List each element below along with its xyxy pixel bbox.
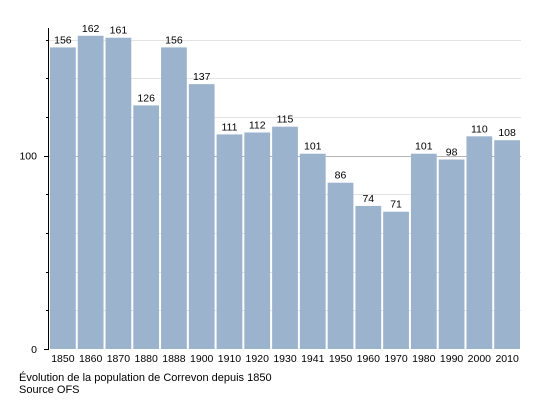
value-label-2010: 108 xyxy=(498,127,516,139)
x-tick-label-1900: 1900 xyxy=(190,353,214,365)
axes-layer: 1850 1860 1870 1880 1888 1900 1910 1920 1930 1941… xyxy=(19,28,519,365)
value-labels-layer: 156 162 161 126 156 137 111 112 115 101 86 74 71 101 9… xyxy=(54,23,516,211)
bar-2010 xyxy=(494,140,520,349)
x-tick-label-1970: 1970 xyxy=(384,353,408,365)
x-tick-label-1960: 1960 xyxy=(357,353,381,365)
bar-1930 xyxy=(272,126,298,349)
y-tick-label-100: 100 xyxy=(19,151,37,163)
bar-1860 xyxy=(77,35,104,350)
value-label-1900: 137 xyxy=(193,71,211,83)
bar-1970 xyxy=(383,211,409,349)
bar-2000 xyxy=(466,136,493,349)
x-tick-label-1860: 1860 xyxy=(79,353,103,365)
bar-1850 xyxy=(50,47,76,350)
x-tick-label-1950: 1950 xyxy=(329,353,353,365)
x-tick-label-2000: 2000 xyxy=(468,353,492,365)
value-label-1920: 112 xyxy=(249,119,266,131)
x-tick-label-1920: 1920 xyxy=(246,353,270,365)
bar-1870 xyxy=(105,37,132,349)
bar-1880 xyxy=(133,105,160,350)
bar-1960 xyxy=(355,205,382,349)
chart-caption-source: Source OFS xyxy=(19,384,80,396)
x-tick-label-1888: 1888 xyxy=(162,353,186,365)
value-label-1970: 71 xyxy=(390,199,402,211)
value-label-1888: 156 xyxy=(165,34,183,46)
bar-1941 xyxy=(299,153,326,349)
value-label-1980: 101 xyxy=(415,141,433,153)
x-tick-label-2010: 2010 xyxy=(495,353,519,365)
x-tick-label-1990: 1990 xyxy=(440,353,464,365)
x-tick-label-1980: 1980 xyxy=(412,353,436,365)
bar-1980 xyxy=(410,153,437,349)
value-label-1910: 111 xyxy=(221,121,237,133)
bar-1900 xyxy=(188,84,215,349)
bar-1990 xyxy=(438,159,465,349)
y-tick-label-0: 0 xyxy=(31,344,37,356)
value-label-1950: 86 xyxy=(335,170,347,182)
x-tick-label-1870: 1870 xyxy=(107,353,131,365)
x-tick-label-1880: 1880 xyxy=(135,353,159,365)
x-tick-label-1850: 1850 xyxy=(51,353,75,365)
value-label-1880: 126 xyxy=(137,92,155,104)
bar-1950 xyxy=(327,182,354,349)
value-label-2000: 110 xyxy=(471,123,488,135)
value-label-1930: 115 xyxy=(277,114,294,126)
chart-caption-title: Évolution de la population de Correvon d… xyxy=(19,372,272,384)
x-tick-label-1941: 1941 xyxy=(301,353,325,365)
x-tick-label-1930: 1930 xyxy=(273,353,297,365)
value-label-1870: 161 xyxy=(110,25,128,37)
value-label-1990: 98 xyxy=(446,147,458,159)
value-label-1850: 156 xyxy=(54,34,72,46)
value-label-1960: 74 xyxy=(362,193,374,205)
bar-1888 xyxy=(161,47,187,350)
value-label-1941: 101 xyxy=(304,141,322,153)
bars-layer xyxy=(50,35,520,350)
bar-1920 xyxy=(244,132,271,349)
x-tick-label-1910: 1910 xyxy=(218,353,242,365)
bar-1910 xyxy=(216,134,243,349)
value-label-1860: 162 xyxy=(82,23,100,35)
